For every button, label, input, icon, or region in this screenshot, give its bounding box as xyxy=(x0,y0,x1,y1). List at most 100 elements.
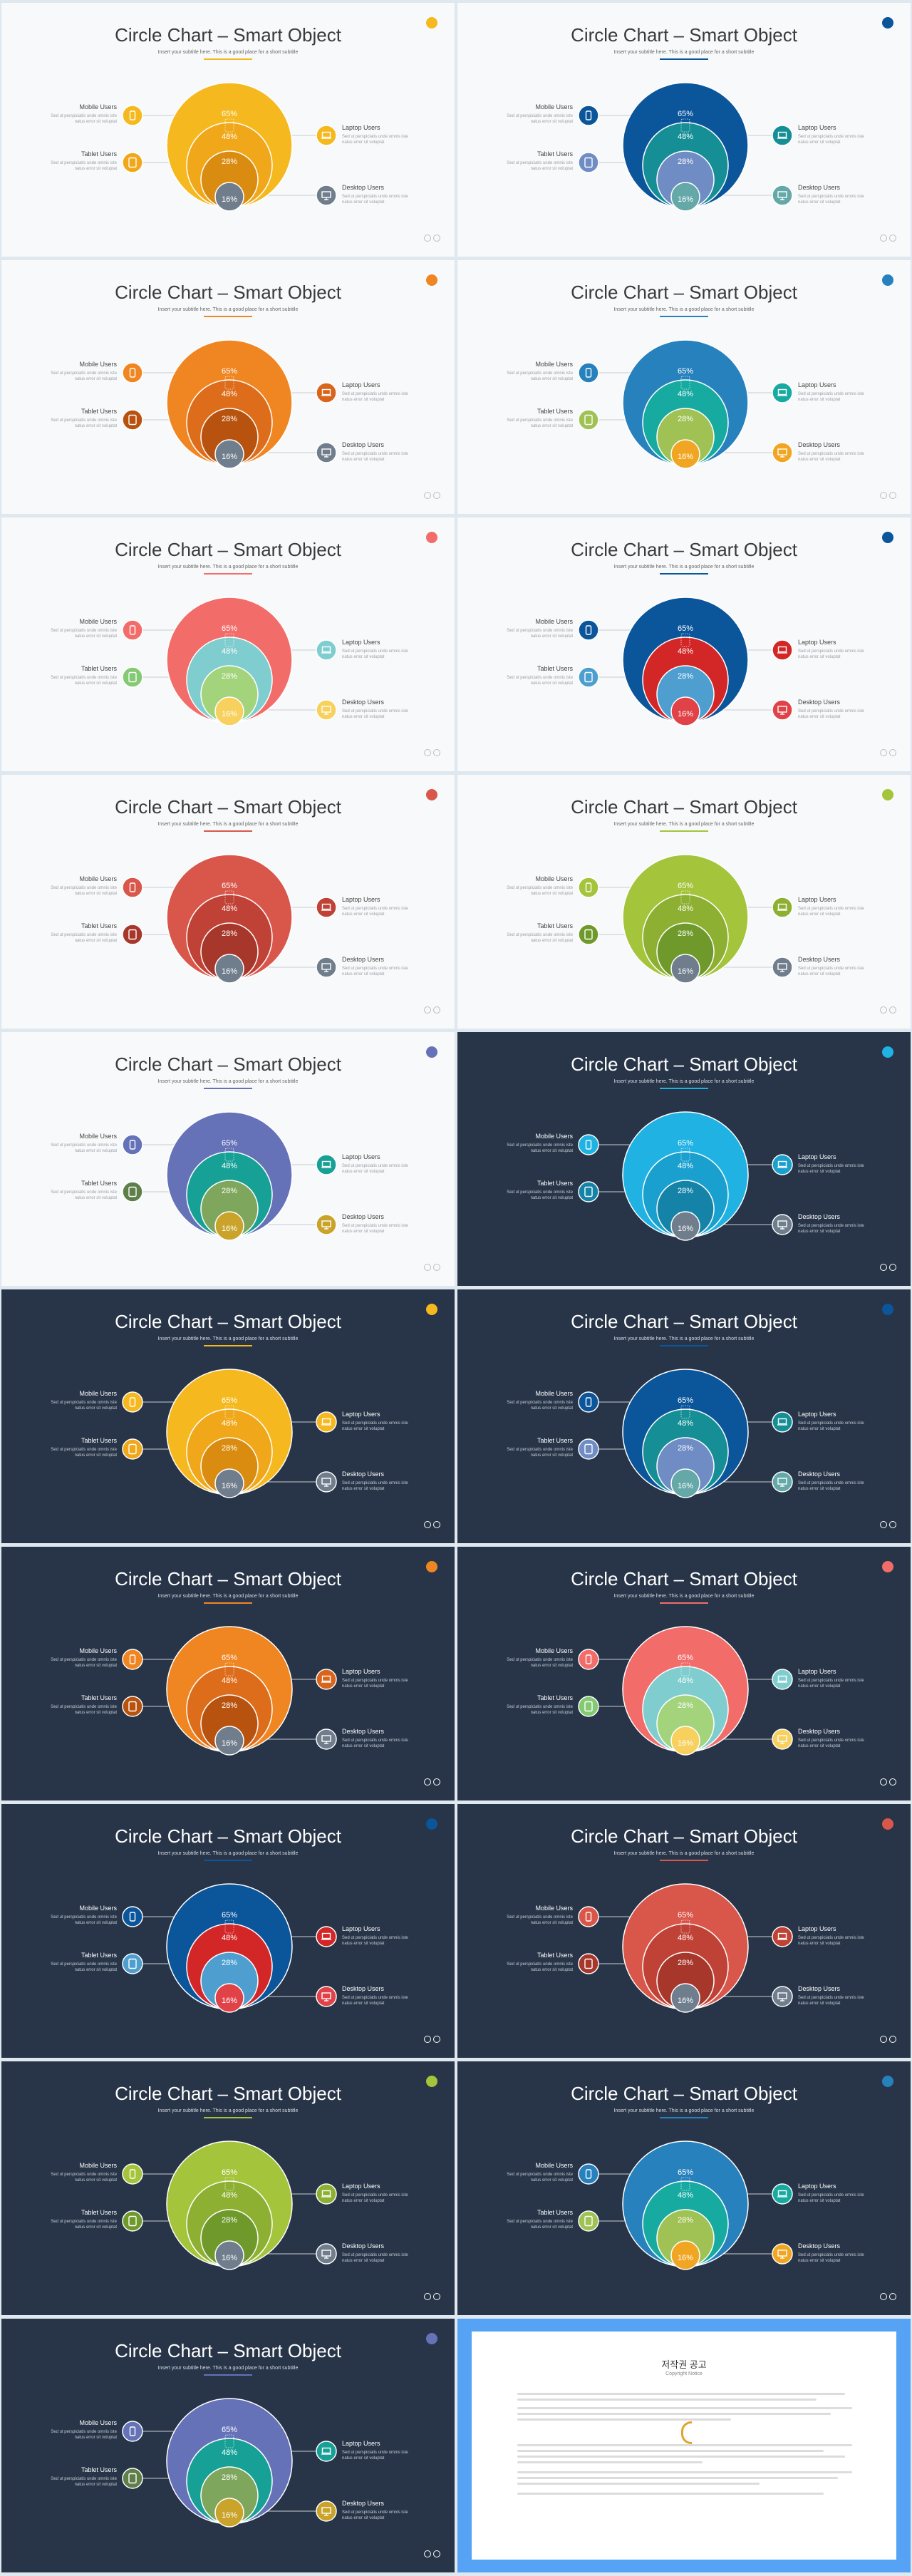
next-page-button[interactable] xyxy=(433,2036,440,2043)
legend-title: Tablet Users xyxy=(537,665,573,672)
prev-page-button[interactable] xyxy=(424,1778,431,1786)
copyright-text-line xyxy=(517,2461,703,2463)
legend-desc: Sed ut perspiciatis unde omnis iste natus… xyxy=(504,675,573,686)
legend-desc-line: Sed ut perspiciatis unde omnis iste xyxy=(798,1996,864,2000)
prev-page-button[interactable] xyxy=(880,749,887,756)
next-page-button[interactable] xyxy=(433,492,440,499)
next-page-button[interactable] xyxy=(433,1264,440,1271)
laptop-icon xyxy=(316,1926,337,1947)
corner-accent-dot xyxy=(882,1818,893,1830)
prev-page-button[interactable] xyxy=(880,1006,887,1014)
next-page-button[interactable] xyxy=(889,2293,896,2300)
legend-title: Desktop Users xyxy=(342,441,385,448)
next-page-button[interactable] xyxy=(433,235,440,242)
ring-16pct xyxy=(670,1983,700,2013)
next-page-button[interactable] xyxy=(889,2036,896,2043)
next-page-button[interactable] xyxy=(433,2293,440,2300)
slide-title: Circle Chart – Smart Object xyxy=(115,539,341,560)
next-page-button[interactable] xyxy=(433,1006,440,1014)
chart-slide: Circle Chart – Smart Object Insert your s… xyxy=(1,2061,455,2315)
legend-title: Mobile Users xyxy=(535,1905,573,1912)
legend-desc: Sed ut perspiciatis unde omnis iste natus… xyxy=(798,1421,866,1432)
percent-label: 65% xyxy=(678,624,693,633)
prev-page-button[interactable] xyxy=(424,1006,431,1014)
laptop-icon xyxy=(316,382,337,403)
prev-page-button[interactable] xyxy=(880,1778,887,1786)
page-nav xyxy=(878,1004,896,1017)
prev-page-button[interactable] xyxy=(880,492,887,499)
legend-desc: Sed ut perspiciatis unde omnis iste natus… xyxy=(48,628,117,639)
prev-page-button[interactable] xyxy=(880,2293,887,2300)
legend-title: Laptop Users xyxy=(342,124,380,131)
legend-title: Laptop Users xyxy=(342,1668,380,1675)
tablet-icon xyxy=(122,152,143,173)
ring-16pct xyxy=(214,1211,244,1241)
circle-chart: 65% 48% 28% 16% xyxy=(578,1883,793,2013)
legend-title: Laptop Users xyxy=(798,381,836,388)
prev-page-button[interactable] xyxy=(424,492,431,499)
prev-page-button[interactable] xyxy=(880,1264,887,1271)
prev-page-button[interactable] xyxy=(880,2036,887,2043)
prev-page-button[interactable] xyxy=(424,1521,431,1528)
ring-16pct xyxy=(214,954,244,984)
legend-desc-line: Sed ut perspiciatis unde omnis iste xyxy=(507,933,573,937)
legend-desc: Sed ut perspiciatis unde omnis iste natus… xyxy=(798,391,866,403)
percent-label: 48% xyxy=(222,647,237,656)
legend-mobile: Mobile Users Sed ut perspiciatis unde omn… xyxy=(504,875,573,897)
legend-desc-line: Sed ut perspiciatis unde omnis iste xyxy=(507,1915,573,1920)
legend-desc-line: Sed ut perspiciatis unde omnis iste xyxy=(342,135,408,139)
next-page-button[interactable] xyxy=(889,1778,896,1786)
mobile-icon xyxy=(122,1906,143,1927)
prev-page-button[interactable] xyxy=(424,2550,431,2557)
legend-desc-line: Sed ut perspiciatis unde omnis iste xyxy=(798,1481,864,1485)
legend-desc-line: Sed ut perspiciatis unde omnis iste xyxy=(798,1936,864,1940)
prev-page-button[interactable] xyxy=(424,749,431,756)
legend-desc-line: Sed ut perspiciatis unde omnis iste xyxy=(798,709,864,713)
prev-page-button[interactable] xyxy=(424,2036,431,2043)
laptop-icon xyxy=(316,2441,337,2462)
title-underline xyxy=(204,1345,252,1346)
next-page-button[interactable] xyxy=(889,1264,896,1271)
percent-label: 65% xyxy=(678,2168,693,2177)
legend-desc-line: natus error sit voluptat xyxy=(798,1684,841,1689)
next-page-button[interactable] xyxy=(433,1778,440,1786)
page-nav xyxy=(422,2291,440,2304)
prev-page-button[interactable] xyxy=(880,1521,887,1528)
legend-desc: Sed ut perspiciatis unde omnis iste natus… xyxy=(342,2510,410,2521)
legend-mobile: Mobile Users Sed ut perspiciatis unde omn… xyxy=(504,618,573,639)
desktop-icon xyxy=(772,1214,793,1235)
legend-tablet: Tablet Users Sed ut perspiciatis unde omn… xyxy=(504,1180,573,1201)
legend-desc-line: natus error sit voluptat xyxy=(74,120,117,124)
next-page-button[interactable] xyxy=(433,749,440,756)
percent-label: 28% xyxy=(678,1701,693,1710)
next-page-button[interactable] xyxy=(889,749,896,756)
ring-16pct xyxy=(214,1468,244,1498)
desktop-icon xyxy=(772,1729,793,1750)
legend-title: Mobile Users xyxy=(79,1390,117,1397)
next-page-button[interactable] xyxy=(889,1006,896,1014)
legend-desc-line: natus error sit voluptat xyxy=(74,2436,117,2440)
ring-16pct xyxy=(670,439,700,469)
prev-page-button[interactable] xyxy=(424,2293,431,2300)
prev-page-button[interactable] xyxy=(424,1264,431,1271)
next-page-button[interactable] xyxy=(433,1521,440,1528)
legend-desc-line: natus error sit voluptat xyxy=(798,2199,841,2203)
ring-16pct xyxy=(670,954,700,984)
legend-desc-line: natus error sit voluptat xyxy=(798,1744,841,1748)
legend-desktop: Desktop Users Sed ut perspiciatis unde om… xyxy=(342,956,410,977)
legend-desc: Sed ut perspiciatis unde omnis iste natus… xyxy=(342,1163,410,1175)
next-page-button[interactable] xyxy=(433,2550,440,2557)
next-page-button[interactable] xyxy=(889,1521,896,1528)
prev-page-button[interactable] xyxy=(424,235,431,242)
legend-desc-line: natus error sit voluptat xyxy=(798,1427,841,1431)
prev-page-button[interactable] xyxy=(880,235,887,242)
chart-slide: Circle Chart – Smart Object Insert your s… xyxy=(1,517,455,771)
chart-slide: Circle Chart – Smart Object Insert your s… xyxy=(457,1804,911,2058)
ring-16pct xyxy=(214,1726,244,1756)
legend-mobile: Mobile Users Sed ut perspiciatis unde omn… xyxy=(48,618,117,639)
percent-label: 16% xyxy=(678,1482,693,1490)
chart-slide: Circle Chart – Smart Object Insert your s… xyxy=(457,260,911,514)
next-page-button[interactable] xyxy=(889,235,896,242)
next-page-button[interactable] xyxy=(889,492,896,499)
legend-desktop: Desktop Users Sed ut perspiciatis unde om… xyxy=(342,699,410,720)
